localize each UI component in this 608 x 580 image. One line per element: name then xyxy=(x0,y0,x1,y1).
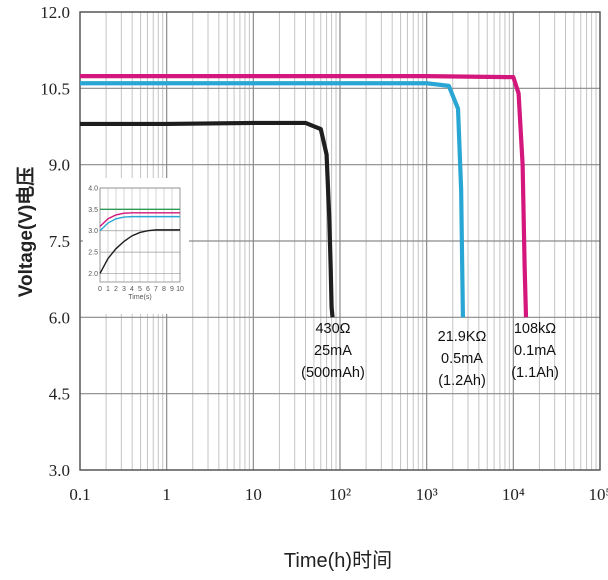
x-tick-label: 10⁴ xyxy=(502,485,525,504)
annotation-line: 430Ω xyxy=(315,321,350,337)
inset-background xyxy=(83,178,189,314)
annotation-line: (500mAh) xyxy=(301,365,365,381)
inset-y-tick-label: 4.0 xyxy=(88,186,98,193)
inset-y-tick-label: 2.0 xyxy=(88,271,98,278)
series-line xyxy=(80,81,466,318)
inset-x-tick-label: 7 xyxy=(154,286,158,293)
inset-chart: 4.0 3.5 3.0 2.5 2.0 0 1 2 3 4 5 6 7 8 9 10 Time(s) xyxy=(83,178,189,314)
series-lines xyxy=(80,74,529,318)
annotation-line: 25mA xyxy=(314,343,352,359)
inset-x-tick-label: 9 xyxy=(170,286,174,293)
y-tick-label: 6.0 xyxy=(49,308,70,327)
inset-x-tick-label: 10 xyxy=(176,286,184,293)
x-tick-label: 10³ xyxy=(416,485,438,504)
x-tick-label: 10 xyxy=(245,485,262,504)
annotation: 108kΩ 0.1mA (1.1Ah) xyxy=(511,321,559,381)
inset-x-tick-label: 6 xyxy=(146,286,150,293)
inset-x-tick-label: 0 xyxy=(98,286,102,293)
series-line xyxy=(80,74,529,318)
y-tick-label: 7.5 xyxy=(49,232,70,251)
y-tick-label: 10.5 xyxy=(40,79,70,98)
annotation: 430Ω 25mA (500mAh) xyxy=(301,321,365,381)
annotation-line: 21.9KΩ xyxy=(438,329,487,345)
grid xyxy=(79,11,601,471)
annotation-line: 108kΩ xyxy=(514,321,556,337)
y-tick-label: 4.5 xyxy=(49,385,70,404)
inset-y-tick-label: 3.0 xyxy=(88,228,98,235)
x-tick-label: 10² xyxy=(329,485,351,504)
y-axis-label: Voltage(V)电压 xyxy=(14,167,37,298)
inset-y-tick-label: 2.5 xyxy=(88,250,98,257)
inset-series-line xyxy=(99,215,180,232)
inset-x-axis-label: Time(s) xyxy=(128,294,151,301)
inset-frame xyxy=(99,187,181,283)
inset-x-tick-label: 3 xyxy=(122,286,126,293)
inset-x-tick-label: 5 xyxy=(138,286,142,293)
tick-labels: 12.010.59.07.56.04.53.00.1 1 10 10² 10³ 10⁴ 10… xyxy=(40,3,608,504)
series-line xyxy=(80,120,335,318)
y-tick-label: 9.0 xyxy=(49,156,70,175)
inset-x-tick-label: 2 xyxy=(114,286,118,293)
x-tick-label: 1 xyxy=(162,485,171,504)
plot-frame xyxy=(79,11,601,471)
x-axis-label: Time(h)时间 xyxy=(284,549,392,572)
inset-x-tick-label: 8 xyxy=(162,286,166,293)
x-tick-label: 10⁵ xyxy=(589,485,608,504)
inset-series-line xyxy=(99,229,180,274)
inset-x-tick-label: 4 xyxy=(130,286,134,293)
y-tick-label: 12.0 xyxy=(40,3,70,22)
annotation-line: (1.1Ah) xyxy=(511,365,559,381)
annotations: 430Ω 25mA (500mAh) 21.9KΩ 0.5mA (1.2Ah) 108kΩ 0… xyxy=(301,321,559,389)
annotation-line: (1.2Ah) xyxy=(438,373,486,389)
x-tick-label: 0.1 xyxy=(69,485,90,504)
inset-y-tick-label: 3.5 xyxy=(88,207,98,214)
inset-series-line xyxy=(99,212,180,227)
annotation: 21.9KΩ 0.5mA (1.2Ah) xyxy=(438,329,487,389)
y-tick-label: 3.0 xyxy=(49,461,70,480)
annotation-line: 0.1mA xyxy=(514,343,556,359)
inset-x-tick-label: 1 xyxy=(106,286,110,293)
annotation-line: 0.5mA xyxy=(441,351,483,367)
